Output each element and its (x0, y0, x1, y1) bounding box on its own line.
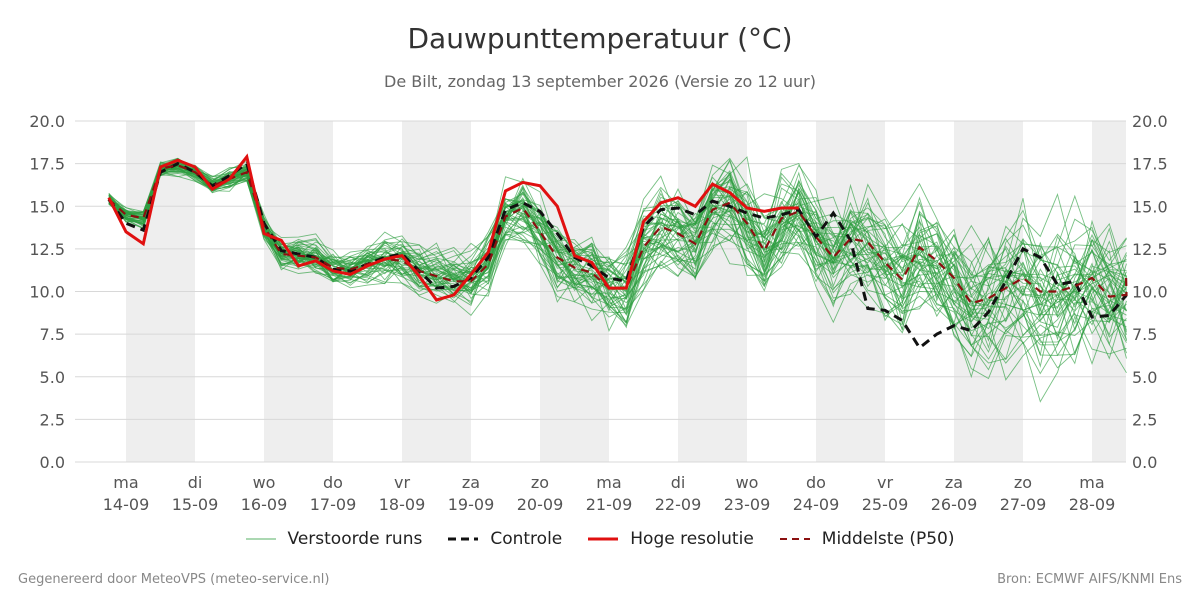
y-tick-right: 5.0 (1132, 368, 1157, 387)
y-tick-left: 15.0 (29, 197, 65, 216)
y-tick-left: 7.5 (40, 325, 65, 344)
x-tick-day: zo (531, 473, 549, 492)
x-tick-day: vr (877, 473, 893, 492)
y-axis-left: 0.0 2.5 5.0 7.5 10.0 12.5 15.0 17.5 20.0 (29, 112, 65, 472)
y-axis-right: 0.0 2.5 5.0 7.5 10.0 12.5 15.0 17.5 20.0 (1132, 112, 1168, 472)
x-tick-date: 16-09 (241, 495, 288, 514)
x-axis: ma 14-09 di 15-09 wo 16-09 do 17-09 vr 18-09 za 19-… (103, 473, 1116, 514)
x-tick-day: wo (736, 473, 759, 492)
y-tick-left: 10.0 (29, 283, 65, 302)
y-tick-right: 20.0 (1132, 112, 1168, 131)
y-tick-right: 0.0 (1132, 453, 1157, 472)
chart-title: Dauwpunttemperatuur (°C) (407, 22, 793, 55)
footer-source: Bron: ECMWF AIFS/KNMI Ens (997, 572, 1182, 587)
x-tick-day: ma (596, 473, 621, 492)
chart-subtitle: De Bilt, zondag 13 september 2026 (Versi… (384, 72, 816, 91)
x-tick-date: 21-09 (586, 495, 633, 514)
x-tick-date: 24-09 (793, 495, 840, 514)
x-tick-date: 18-09 (379, 495, 426, 514)
member-run (108, 162, 1127, 371)
hires-line (107, 153, 799, 302)
y-tick-right: 12.5 (1132, 240, 1168, 259)
y-tick-right: 2.5 (1132, 410, 1157, 429)
legend-swatch-median (779, 538, 810, 540)
x-tick-date: 23-09 (724, 495, 771, 514)
legend-label-median: Middelste (P50) (821, 529, 955, 549)
member-run (108, 156, 1127, 368)
x-tick-date: 27-09 (1000, 495, 1047, 514)
legend-label-control: Controle (490, 529, 563, 549)
y-tick-left: 0.0 (40, 453, 65, 472)
x-tick-date: 19-09 (448, 495, 495, 514)
y-tick-right: 15.0 (1132, 197, 1168, 216)
x-tick-day: di (188, 473, 203, 492)
x-tick-date: 25-09 (862, 495, 909, 514)
legend-label-hires: Hoge resolutie (630, 529, 754, 549)
member-run (108, 165, 1127, 346)
x-tick-day: vr (394, 473, 410, 492)
x-tick-date: 22-09 (655, 495, 702, 514)
x-tick-date: 20-09 (517, 495, 564, 514)
member-run (108, 162, 1127, 338)
x-tick-date: 14-09 (103, 495, 150, 514)
x-tick-date: 15-09 (172, 495, 219, 514)
member-run (108, 168, 1127, 349)
x-tick-date: 17-09 (310, 495, 357, 514)
legend-swatch-hires (588, 537, 619, 541)
x-tick-day: ma (1079, 473, 1104, 492)
x-tick-day: za (462, 473, 480, 492)
y-tick-right: 7.5 (1132, 325, 1157, 344)
main-series (107, 153, 1128, 351)
x-tick-day: do (323, 473, 343, 492)
x-tick-day: do (806, 473, 826, 492)
x-tick-date: 28-09 (1069, 495, 1116, 514)
footer-generated-by: Gegenereerd door MeteoVPS (meteo-service… (18, 572, 330, 587)
legend-item-control: Controle (448, 529, 562, 549)
x-tick-day: ma (113, 473, 138, 492)
grid-lines (75, 120, 1126, 463)
legend-item-members: Verstoorde runs (245, 529, 423, 549)
y-tick-left: 5.0 (40, 368, 65, 387)
x-tick-day: di (671, 473, 686, 492)
member-run (108, 172, 1127, 325)
control-line (107, 161, 1128, 351)
legend: Verstoorde runs Controle Hoge resolutie … (0, 529, 1200, 549)
y-tick-right: 17.5 (1132, 155, 1168, 174)
x-tick-day: wo (253, 473, 276, 492)
legend-item-median: Middelste (P50) (779, 529, 955, 549)
legend-label-members: Verstoorde runs (287, 529, 423, 549)
legend-swatch-control (448, 537, 479, 541)
y-tick-left: 17.5 (29, 155, 65, 174)
x-tick-day: zo (1014, 473, 1032, 492)
x-tick-date: 26-09 (931, 495, 978, 514)
legend-swatch-members (245, 538, 276, 540)
y-tick-left: 20.0 (29, 112, 65, 131)
member-run (108, 164, 1127, 328)
member-run (108, 158, 1127, 375)
x-tick-day: za (945, 473, 963, 492)
legend-item-hires: Hoge resolutie (588, 529, 754, 549)
y-tick-left: 12.5 (29, 240, 65, 259)
y-tick-left: 2.5 (40, 410, 65, 429)
dewpoint-chart: 0.0 2.5 5.0 7.5 10.0 12.5 15.0 17.5 20.0 0.0 2.5 5… (29, 112, 1168, 514)
y-tick-right: 10.0 (1132, 283, 1168, 302)
